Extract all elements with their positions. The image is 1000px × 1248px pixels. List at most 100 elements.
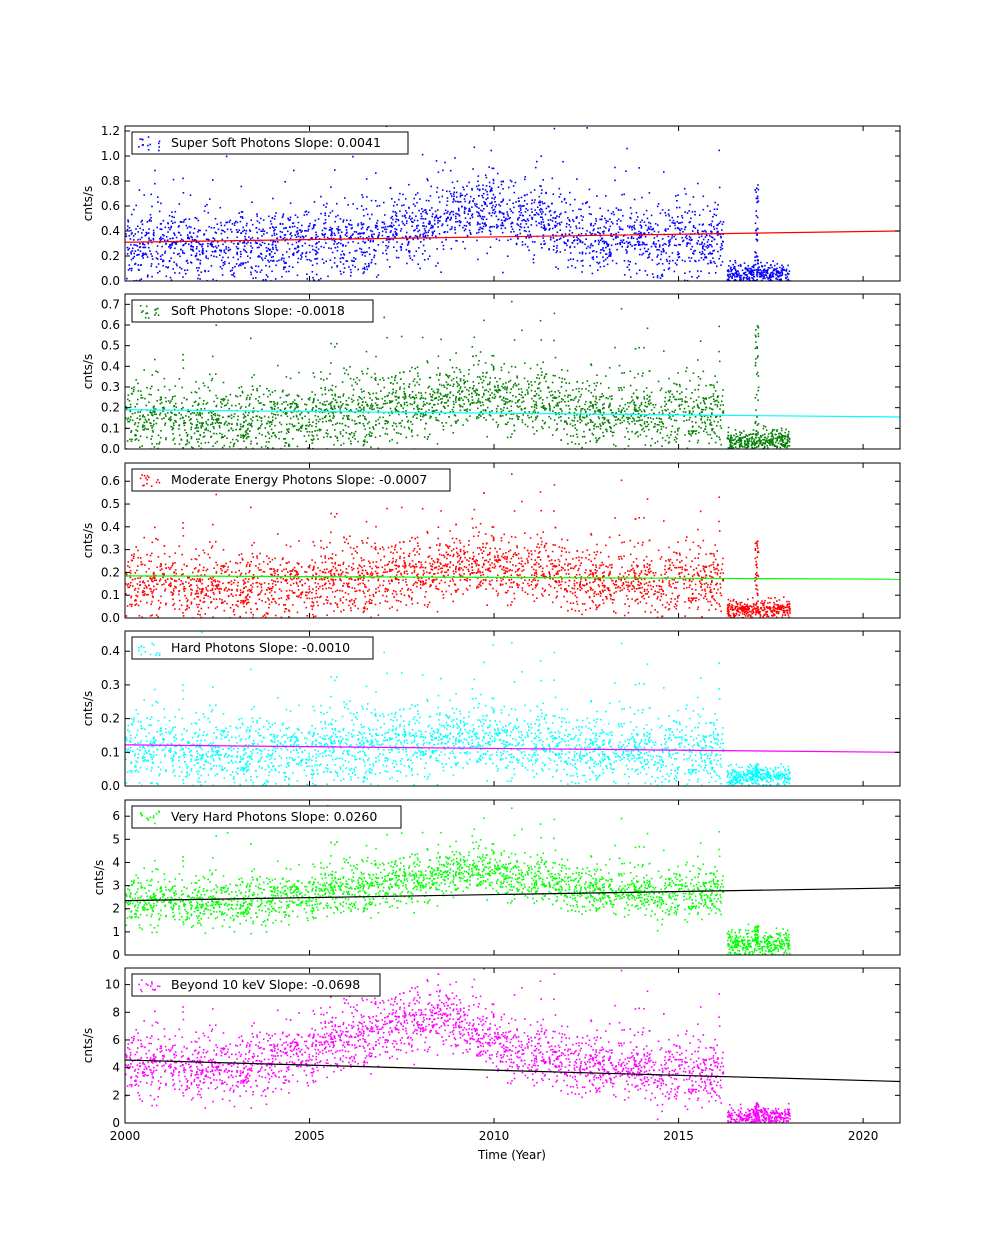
data-point xyxy=(442,425,445,427)
data-point xyxy=(252,407,255,409)
data-point xyxy=(275,264,277,267)
data-point xyxy=(209,198,211,200)
data-point xyxy=(671,235,674,237)
data-point xyxy=(733,267,735,269)
data-point xyxy=(709,251,711,254)
data-point xyxy=(330,420,332,422)
data-point xyxy=(444,402,446,404)
data-point xyxy=(140,397,142,399)
data-point xyxy=(585,424,588,426)
data-point xyxy=(411,212,414,214)
data-point xyxy=(150,193,152,196)
data-point xyxy=(552,397,554,399)
data-point xyxy=(446,212,448,214)
data-point xyxy=(258,246,260,249)
data-point xyxy=(667,240,670,242)
data-point xyxy=(155,370,157,372)
data-point xyxy=(544,227,546,230)
data-point xyxy=(159,414,161,416)
data-point xyxy=(518,399,521,401)
data-point xyxy=(506,387,508,389)
data-point xyxy=(575,388,578,390)
data-point xyxy=(135,204,137,207)
data-point xyxy=(127,398,129,401)
data-point xyxy=(482,228,484,230)
data-point xyxy=(737,270,739,272)
data-point xyxy=(693,250,695,253)
data-point xyxy=(476,188,479,190)
data-point xyxy=(533,214,536,216)
data-point xyxy=(296,274,299,277)
data-point xyxy=(376,219,379,222)
data-point xyxy=(450,218,452,220)
data-point xyxy=(144,234,146,237)
data-point xyxy=(362,196,364,199)
data-point xyxy=(339,229,341,231)
data-point xyxy=(237,415,239,418)
data-point xyxy=(465,396,468,399)
data-point xyxy=(285,270,288,273)
data-point xyxy=(207,429,209,432)
data-point xyxy=(713,431,715,433)
data-point xyxy=(417,230,419,233)
data-point xyxy=(540,243,542,245)
data-point xyxy=(485,176,488,179)
data-point xyxy=(678,228,681,230)
data-point xyxy=(383,221,385,224)
data-point xyxy=(175,420,177,423)
data-point xyxy=(321,421,324,423)
data-point xyxy=(697,406,699,408)
data-point xyxy=(616,220,618,222)
data-point xyxy=(289,417,292,420)
data-point xyxy=(476,389,478,392)
data-point xyxy=(635,431,638,434)
data-point xyxy=(172,268,174,270)
data-point xyxy=(690,430,693,432)
data-point xyxy=(200,426,202,429)
data-point xyxy=(492,209,494,211)
data-point xyxy=(268,265,271,268)
data-point xyxy=(142,424,144,426)
data-point xyxy=(541,189,543,191)
data-point xyxy=(377,410,380,412)
data-point xyxy=(763,275,765,278)
data-point xyxy=(315,250,318,252)
data-point xyxy=(212,418,215,421)
data-point xyxy=(589,418,592,421)
data-point xyxy=(385,253,388,255)
data-point xyxy=(336,265,338,268)
data-point xyxy=(183,397,185,399)
data-point xyxy=(781,272,784,275)
data-point xyxy=(548,426,550,429)
data-point xyxy=(629,243,632,246)
data-point xyxy=(686,367,688,369)
data-point xyxy=(495,407,498,410)
data-point xyxy=(639,244,641,246)
data-point xyxy=(282,213,285,215)
data-point xyxy=(149,218,151,221)
data-point xyxy=(353,260,355,263)
data-point xyxy=(622,414,625,416)
data-point xyxy=(352,399,355,402)
data-point xyxy=(382,226,385,229)
data-point xyxy=(567,417,570,419)
data-point xyxy=(319,402,321,404)
data-point xyxy=(614,179,616,182)
data-point xyxy=(508,186,510,189)
data-point xyxy=(185,224,188,227)
data-point xyxy=(226,221,229,224)
data-point xyxy=(539,200,541,202)
data-point xyxy=(702,223,704,225)
data-point xyxy=(694,210,696,213)
data-point xyxy=(766,276,768,278)
data-point xyxy=(617,236,619,238)
data-point xyxy=(597,243,600,245)
data-point xyxy=(258,255,260,257)
data-point xyxy=(418,229,421,232)
data-point xyxy=(510,413,512,415)
data-point xyxy=(569,435,572,437)
data-point xyxy=(601,248,604,251)
data-point xyxy=(194,400,197,403)
data-point xyxy=(417,404,419,407)
data-point xyxy=(356,376,358,379)
